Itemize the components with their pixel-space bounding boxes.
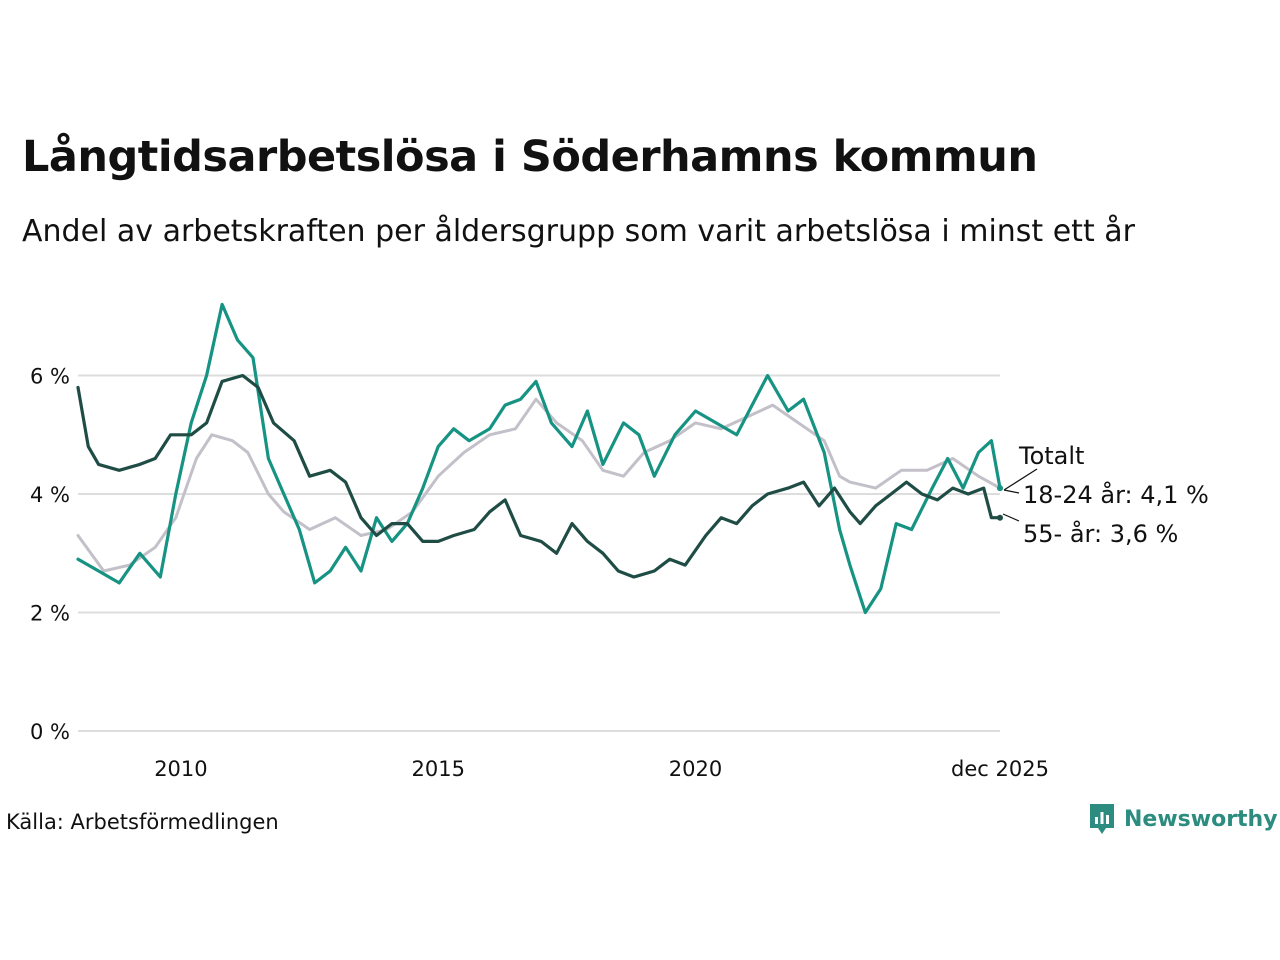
- series-line-age_18_24: [76, 302, 1002, 615]
- end-labels: Totalt 18-24 år: 4,1 % 55- år: 3,6 %: [1002, 442, 1209, 548]
- leader-line-totalt: [1003, 468, 1038, 491]
- x-tick-label-2010: 2010: [154, 757, 207, 781]
- x-axis-ticks: 2010 2015 2020 dec 2025: [154, 757, 1049, 781]
- end-label-18-24: 18-24 år: 4,1 %: [1023, 480, 1209, 509]
- page-title: Långtidsarbetslösa i Söderhamns kommun: [22, 132, 1038, 182]
- brand-name: Newsworthy: [1124, 806, 1278, 832]
- x-tick-label-dec-2025: dec 2025: [951, 757, 1049, 781]
- end-label-55: 55- år: 3,6 %: [1023, 519, 1178, 548]
- newsworthy-logo-icon: [1090, 804, 1114, 834]
- series-line-totalt: [76, 397, 1002, 573]
- end-label-totalt: Totalt: [1018, 442, 1084, 470]
- brand-logo: Newsworthy: [1088, 802, 1278, 836]
- y-tick-label-0: 0 %: [30, 720, 70, 744]
- leader-line-55: [1002, 513, 1020, 522]
- series-end-point-age_55: [997, 514, 1003, 521]
- y-tick-label-6: 6 %: [30, 365, 70, 389]
- source-label: Källa: Arbetsförmedlingen: [6, 810, 279, 834]
- series-end-point-age_18_24: [997, 485, 1003, 492]
- y-tick-label-4: 4 %: [30, 483, 70, 507]
- series-layer: [76, 302, 1003, 615]
- y-tick-label-2: 2 %: [30, 602, 70, 626]
- leader-line-18-24: [1003, 489, 1020, 494]
- series-line-age_55: [76, 373, 1002, 579]
- x-tick-label-2020: 2020: [669, 757, 722, 781]
- x-tick-label-2015: 2015: [411, 757, 464, 781]
- page-subtitle: Andel av arbetskraften per åldersgrupp s…: [22, 214, 1135, 249]
- grid-layer: [78, 374, 1000, 732]
- y-axis-ticks: 0 % 2 % 4 % 6 %: [30, 365, 70, 745]
